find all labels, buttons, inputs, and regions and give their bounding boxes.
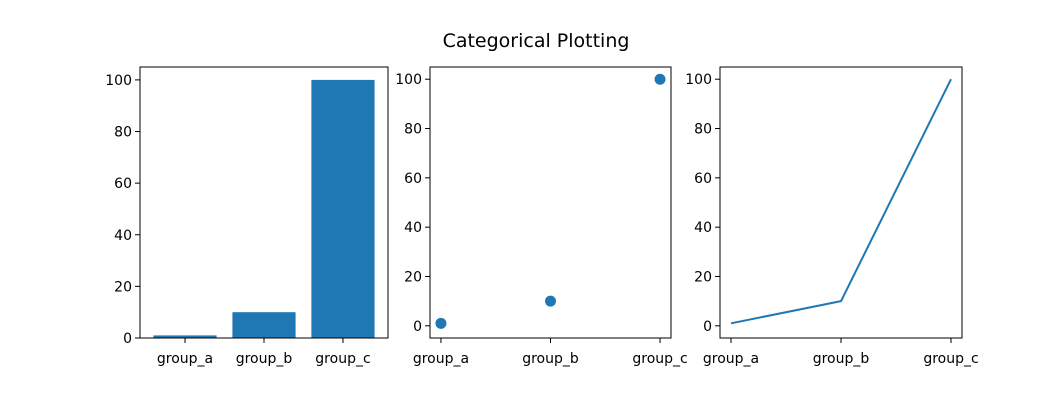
- x-tick-label: group_c: [632, 351, 687, 367]
- series-line: [730, 78, 952, 325]
- y-tick-label: 100: [105, 73, 132, 89]
- y-tick-label: 20: [404, 269, 422, 285]
- y-tick-label: 0: [123, 331, 132, 347]
- x-tick-label: group_c: [315, 351, 370, 367]
- y-tick-label: 60: [114, 176, 132, 192]
- line-chart-panel: 0 20 40 60 80 100 group_a group_b group_c: [685, 66, 979, 367]
- x-tick-label: group_a: [703, 351, 759, 367]
- y-tick-label: 40: [404, 220, 422, 236]
- point-group_c: [654, 73, 666, 85]
- y-tick-label: 20: [694, 269, 712, 285]
- x-tick-label: group_b: [522, 351, 579, 367]
- point-group_a: [435, 317, 447, 329]
- x-tick-label: group_a: [157, 351, 213, 367]
- x-tick-label: group_b: [813, 351, 870, 367]
- y-tick-label: 0: [703, 319, 712, 335]
- axes-frame: [719, 66, 963, 339]
- bar-group_c: [311, 79, 375, 339]
- bar-group_a: [153, 335, 217, 338]
- y-tick-label: 20: [114, 279, 132, 295]
- y-tick-label: 0: [413, 319, 422, 335]
- y-tick-label: 80: [694, 122, 712, 138]
- y-tick-label: 40: [694, 220, 712, 236]
- y-tick-label: 100: [395, 72, 422, 88]
- y-tick-label: 60: [404, 171, 422, 187]
- point-group_b: [545, 295, 556, 307]
- y-tick-label: 80: [404, 122, 422, 138]
- y-tick-label: 80: [114, 125, 132, 141]
- figure-title: Categorical Plotting: [443, 30, 630, 52]
- y-tick-label: 100: [685, 72, 712, 88]
- bar-chart-panel: 0 20 40 60 80 100 group_a group_b group_c: [105, 66, 389, 367]
- scatter-chart-panel: 0 20 40 60 80 100 group_a group_b group_c: [395, 66, 688, 367]
- bar-group_b: [232, 312, 296, 338]
- y-tick-label: 60: [694, 171, 712, 187]
- y-tick-label: 40: [114, 228, 132, 244]
- x-tick-label: group_a: [413, 351, 469, 367]
- x-tick-label: group_c: [923, 351, 978, 367]
- x-tick-label: group_b: [236, 351, 293, 367]
